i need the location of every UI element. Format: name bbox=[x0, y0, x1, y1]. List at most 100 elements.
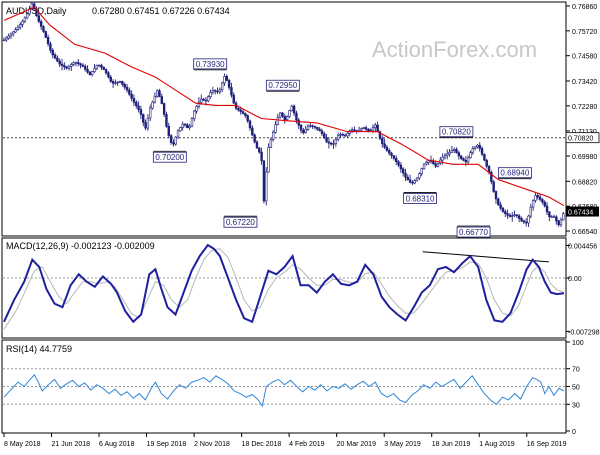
rsi-title: RSI(14) 44.7759 bbox=[6, 344, 72, 354]
candle-body bbox=[37, 15, 41, 22]
candle-body bbox=[2, 39, 6, 42]
candle-body bbox=[441, 156, 444, 161]
price-ohlc: 0.67280 0.67451 0.67226 0.67434 bbox=[92, 6, 230, 16]
candle-body bbox=[513, 214, 516, 216]
date-tick-label: 8 May 2018 bbox=[4, 441, 41, 448]
price-tick-label: 0.72280 bbox=[572, 104, 597, 111]
candle-body bbox=[341, 134, 345, 136]
candle-body bbox=[39, 21, 43, 27]
candle-body bbox=[42, 26, 45, 32]
candle-body bbox=[239, 109, 242, 112]
candle-body bbox=[197, 101, 201, 107]
level-label-box bbox=[223, 216, 258, 228]
candle-body bbox=[323, 133, 326, 139]
candle-body bbox=[327, 141, 331, 144]
candle-body bbox=[299, 124, 303, 131]
candle-body bbox=[427, 160, 430, 163]
candle-body bbox=[453, 149, 456, 151]
macd-panel: MACD(12,26,9) -0.002123 -0.002009 0.0044… bbox=[1, 237, 600, 339]
candle-body bbox=[151, 101, 154, 109]
candle-body bbox=[267, 146, 270, 173]
candle-body bbox=[494, 191, 498, 200]
candle-body bbox=[325, 137, 328, 143]
candle-body bbox=[70, 64, 73, 67]
level-price-label: 0.70820 bbox=[568, 136, 593, 143]
candle-body bbox=[283, 116, 287, 120]
price-level-labels: 0.73930 0.72950 0.70200 0.67220 0.70820 0.683… bbox=[152, 58, 532, 238]
candle-body bbox=[9, 33, 13, 37]
candle-body bbox=[174, 136, 177, 145]
price-candles bbox=[2, 1, 565, 228]
level-label-box bbox=[193, 58, 228, 70]
candle-body bbox=[179, 127, 182, 132]
candle-body bbox=[432, 160, 435, 165]
candle-body bbox=[517, 215, 521, 219]
candle-body bbox=[332, 143, 335, 145]
candle-body bbox=[200, 98, 203, 103]
level-label: 0.68310 bbox=[406, 194, 435, 203]
candle-body bbox=[211, 90, 215, 93]
candle-body bbox=[227, 80, 231, 88]
price-panel: ActionForex.com AUDUSD,Daily 0.67280 0.6… bbox=[1, 1, 600, 238]
candle-body bbox=[276, 116, 280, 126]
candle-body bbox=[353, 129, 356, 131]
candle-body bbox=[190, 118, 194, 127]
candle-body bbox=[79, 63, 82, 66]
candle-body bbox=[220, 82, 224, 91]
candle-body bbox=[476, 144, 479, 148]
candle-body bbox=[139, 109, 143, 115]
date-tick-label: 16 Sep 2019 bbox=[527, 441, 567, 448]
candle-body bbox=[169, 135, 173, 143]
candle-body bbox=[246, 115, 249, 122]
candle-body bbox=[464, 159, 468, 163]
candle-body bbox=[471, 148, 474, 154]
candle-body bbox=[369, 129, 372, 132]
date-tick-label: 20 Mar 2019 bbox=[337, 441, 376, 448]
candle-body bbox=[459, 155, 463, 159]
candle-body bbox=[86, 68, 89, 73]
candle-body bbox=[436, 163, 440, 167]
candle-body bbox=[404, 172, 407, 178]
candle-body bbox=[88, 71, 92, 76]
candle-body bbox=[265, 171, 268, 202]
candle-body bbox=[102, 67, 105, 70]
candle-body bbox=[7, 35, 10, 39]
candle-body bbox=[93, 68, 96, 72]
candle-body bbox=[555, 216, 558, 222]
macd-tick-label: -0.007298 bbox=[568, 329, 600, 336]
candle-body bbox=[111, 81, 115, 84]
candle-body bbox=[46, 37, 50, 45]
candle-body bbox=[420, 168, 423, 174]
candle-body bbox=[186, 124, 189, 129]
candle-body bbox=[74, 62, 78, 64]
candle-body bbox=[251, 127, 254, 136]
candle-body bbox=[116, 81, 119, 84]
date-tick-label: 1 Aug 2019 bbox=[479, 441, 515, 448]
candle-body bbox=[95, 65, 99, 69]
candle-body bbox=[425, 162, 428, 165]
candle-body bbox=[497, 198, 500, 206]
level-label-box bbox=[152, 151, 187, 163]
candle-body bbox=[557, 220, 560, 226]
candle-body bbox=[241, 111, 245, 114]
candle-body bbox=[23, 17, 27, 22]
rsi-tick-label: 50 bbox=[572, 385, 580, 392]
candle-body bbox=[258, 147, 261, 153]
candle-body bbox=[469, 152, 472, 159]
candle-body bbox=[146, 117, 150, 129]
candle-body bbox=[538, 196, 542, 200]
candle-body bbox=[309, 125, 312, 127]
candle-body bbox=[230, 87, 233, 96]
candle-body bbox=[125, 86, 129, 91]
candle-body bbox=[336, 134, 340, 140]
candle-body bbox=[35, 8, 38, 17]
level-label: 0.66770 bbox=[459, 228, 488, 237]
candle-body bbox=[443, 155, 447, 158]
macd-panel-frame bbox=[1, 237, 567, 339]
candle-body bbox=[462, 158, 465, 161]
candle-body bbox=[330, 142, 333, 145]
candle-body bbox=[480, 148, 484, 155]
candle-body bbox=[72, 62, 75, 65]
macd-signal-line bbox=[3, 248, 565, 330]
candle-body bbox=[123, 83, 126, 88]
